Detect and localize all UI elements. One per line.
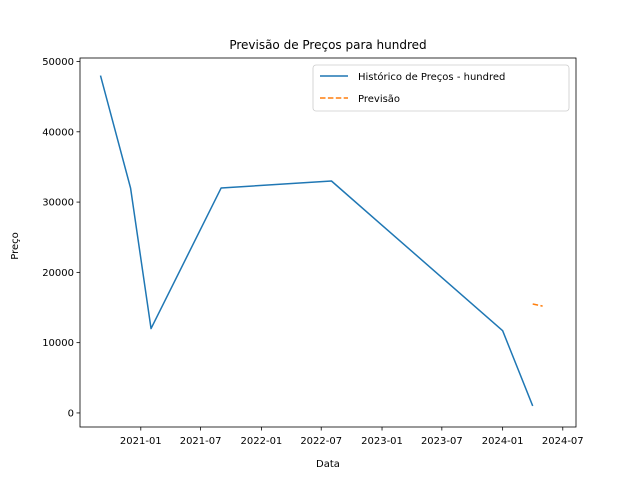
y-tick-label: 20000 — [42, 268, 74, 279]
x-tick-label: 2021-01 — [120, 436, 162, 447]
series-line-historico — [99, 75, 534, 407]
x-axis-title: Data — [316, 459, 340, 470]
x-tick-label: 2022-07 — [300, 436, 342, 447]
x-tick-label: 2021-07 — [180, 436, 222, 447]
y-tick-label: 0 — [68, 408, 74, 419]
y-tick-label: 10000 — [42, 338, 74, 349]
x-tick-label: 2022-01 — [241, 436, 283, 447]
legend-entry-label: Previsão — [358, 94, 400, 105]
series-line-previsao — [532, 303, 543, 307]
x-tick-label: 2024-01 — [482, 436, 524, 447]
x-tick-label: 2024-07 — [542, 436, 584, 447]
legend-box — [312, 64, 570, 112]
x-tick-label: 2023-07 — [421, 436, 463, 447]
plot-area: 2021-01 2021-07 2022-01 2022-07 2023-01 2023-… — [42, 57, 583, 447]
x-tick-label: 2023-01 — [361, 436, 403, 447]
y-tick-label: 50000 — [42, 57, 74, 68]
y-tick-label: 40000 — [42, 127, 74, 138]
legend: Histórico de Preços - hundred Previsão — [312, 64, 570, 112]
y-axis-title: Preço — [10, 232, 21, 260]
y-tick-label: 30000 — [42, 198, 74, 209]
axes-frame — [79, 57, 577, 428]
chart-title: Previsão de Preços para hundred — [229, 38, 426, 52]
legend-entry-label: Histórico de Preços - hundred — [358, 71, 505, 83]
